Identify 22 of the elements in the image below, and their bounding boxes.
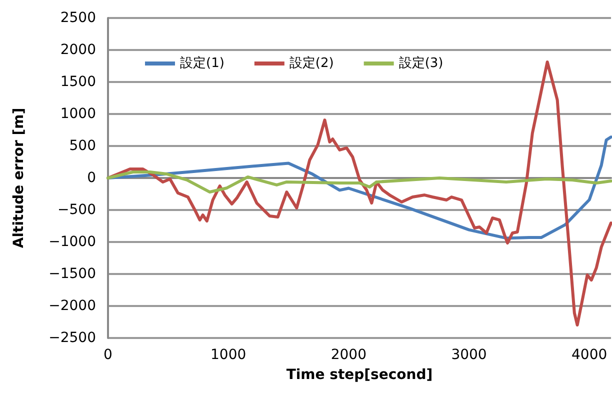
legend-label: 設定(1) xyxy=(180,56,224,71)
x-tick-label: 2000 xyxy=(330,347,366,363)
y-tick-label: 1500 xyxy=(60,74,96,90)
line-series xyxy=(106,170,612,194)
x-tick-label: 0 xyxy=(104,347,112,363)
x-tick-label: 3000 xyxy=(451,347,487,363)
y-tick-label: −1000 xyxy=(48,234,96,250)
y-tick-label: 2000 xyxy=(60,42,96,58)
y-tick-label: −500 xyxy=(58,202,96,218)
y-tick-label: 1000 xyxy=(60,106,96,122)
legend-label: 設定(3) xyxy=(398,56,444,71)
y-tick-label: 500 xyxy=(69,138,96,154)
y-tick-label: −1500 xyxy=(48,266,96,282)
x-axis-title: Time step[second] xyxy=(286,367,433,383)
x-tick-label: 4000 xyxy=(572,347,608,363)
y-tick-label: 2500 xyxy=(60,10,96,26)
legend-label: 設定(2) xyxy=(289,56,334,71)
y-tick-label: 0 xyxy=(87,170,96,186)
y-tick-label: −2500 xyxy=(48,330,96,346)
y-axis-title: Altitude error [m] xyxy=(11,108,27,248)
y-tick-label: −2000 xyxy=(48,298,96,314)
x-tick-label: 1000 xyxy=(210,347,246,363)
